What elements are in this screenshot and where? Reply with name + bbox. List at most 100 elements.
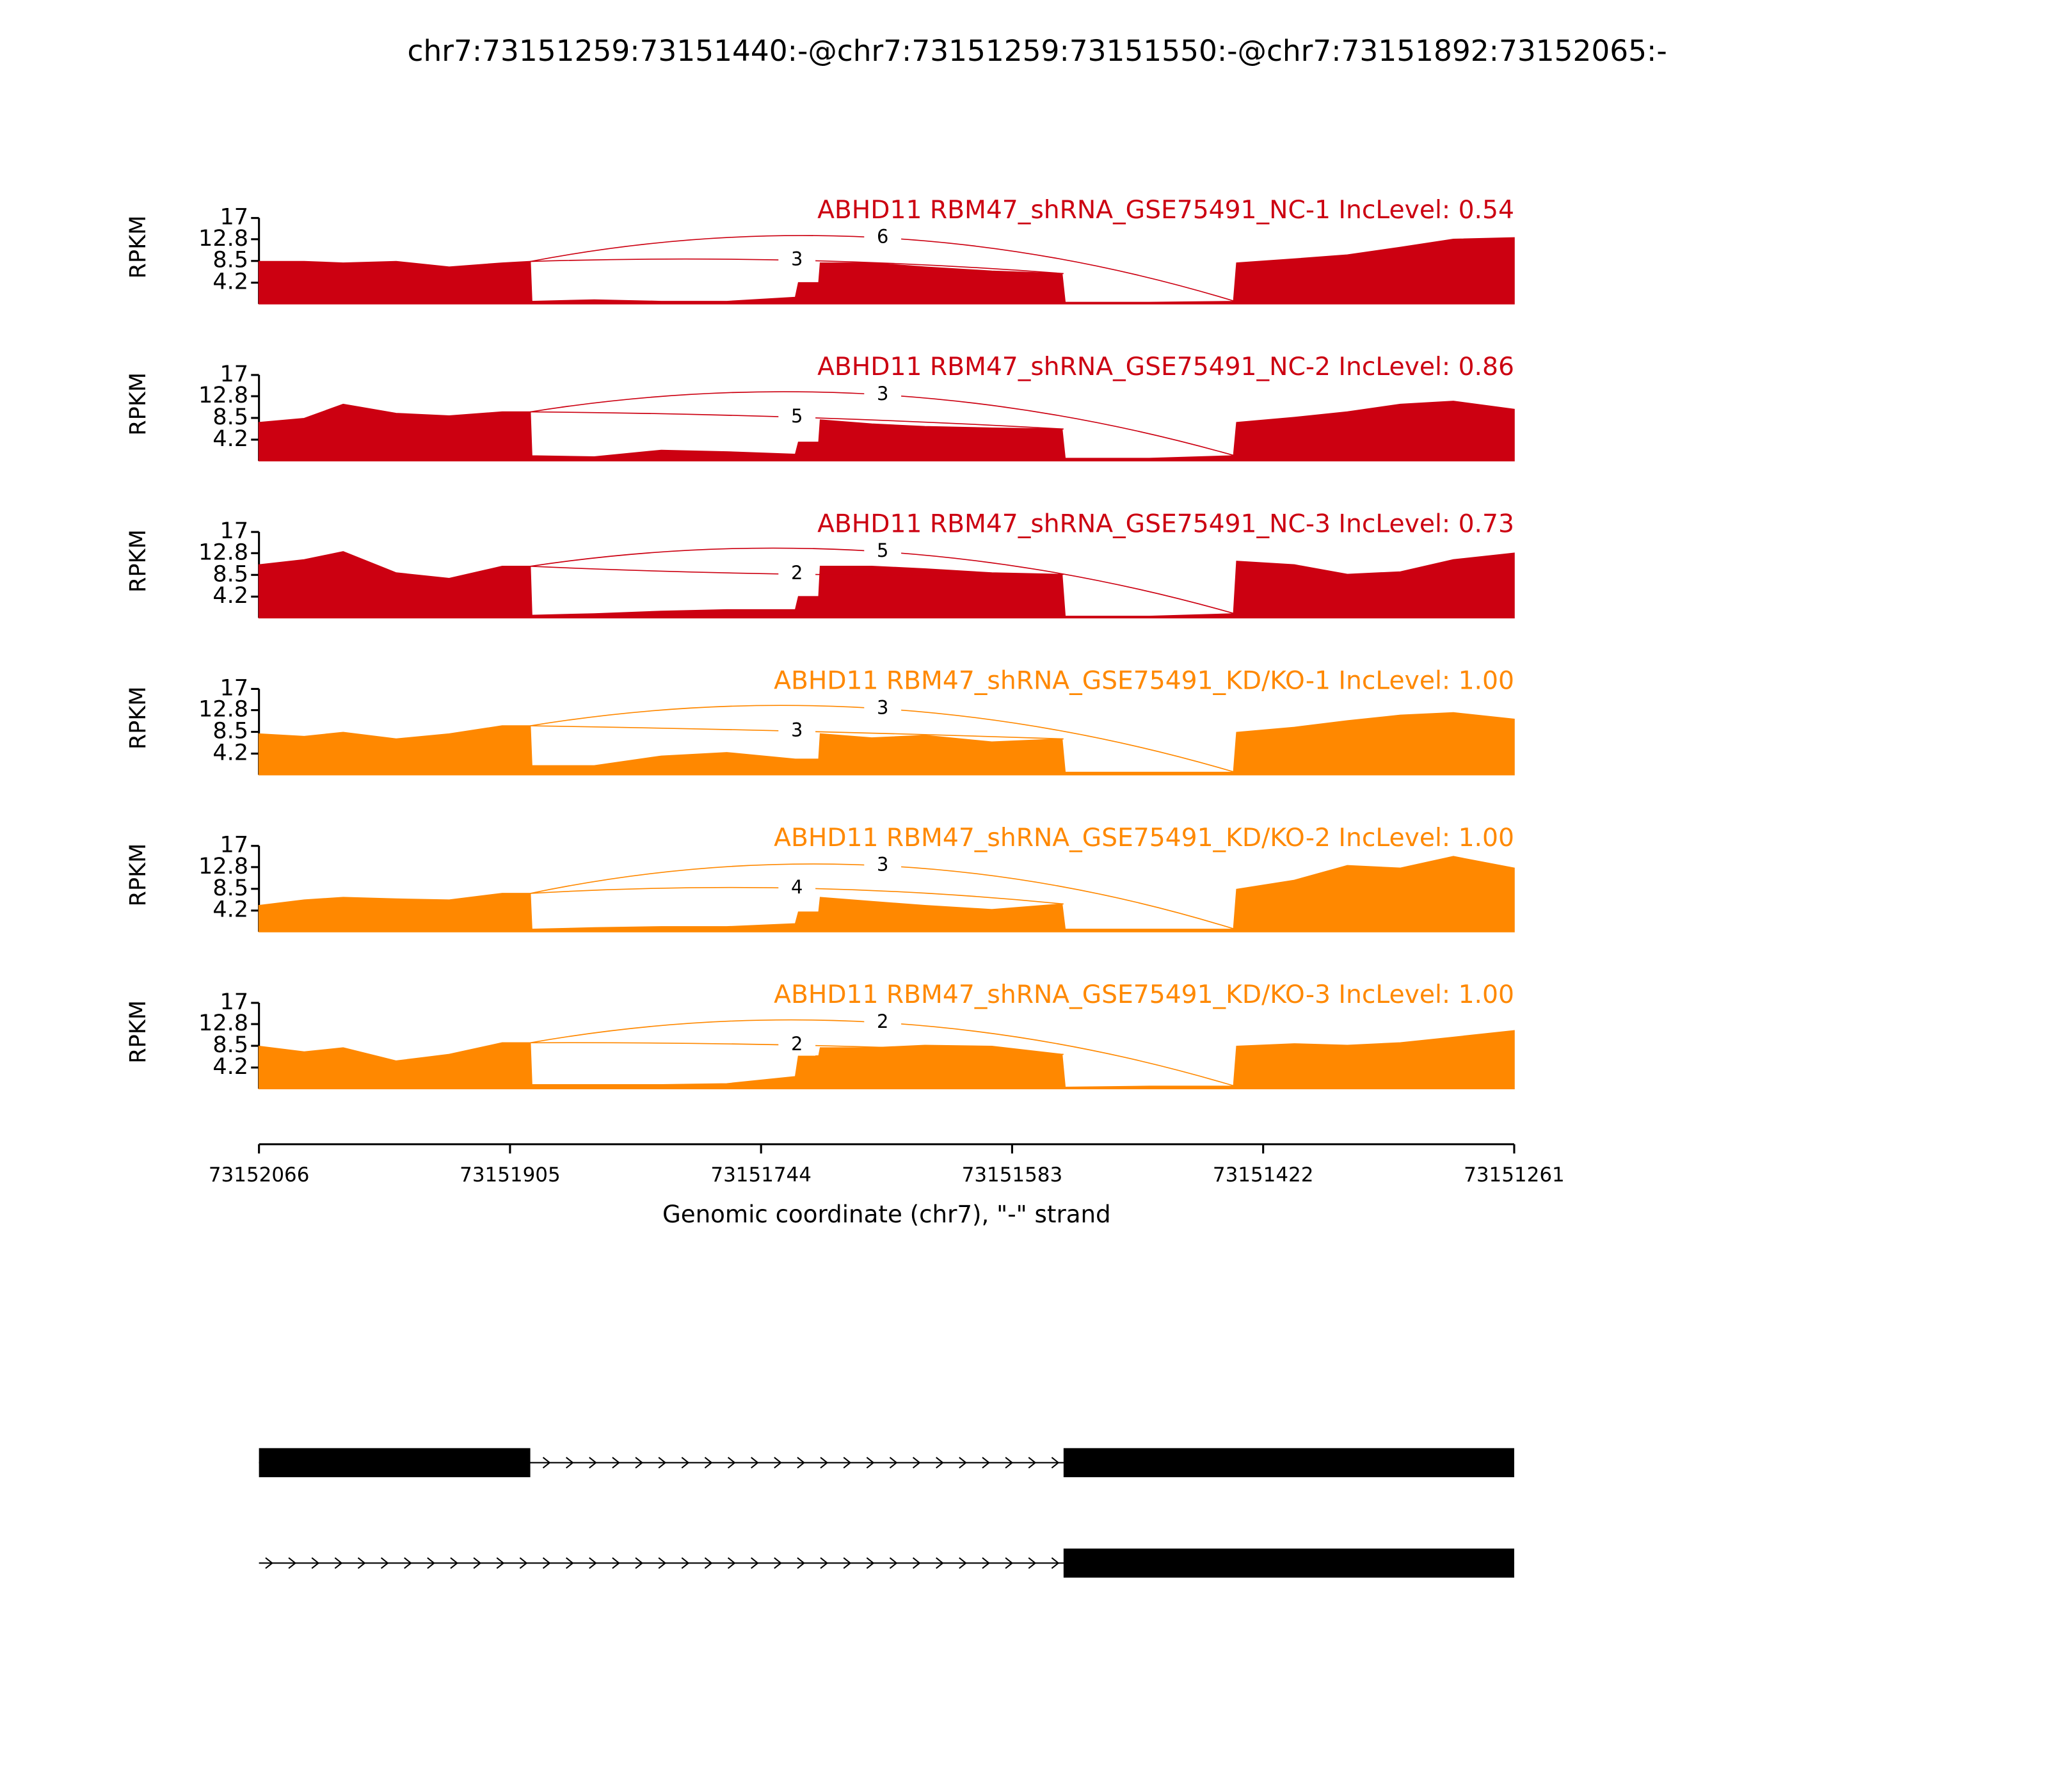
strand-chevron — [727, 1457, 736, 1469]
junction-count: 2 — [877, 1011, 888, 1032]
strand-chevron — [612, 1457, 620, 1469]
y-tick-label: 4.2 — [212, 269, 248, 295]
junction-label-bg — [778, 406, 816, 428]
junction-label-bg — [864, 1012, 902, 1034]
y-tick-label: 8.5 — [212, 875, 248, 901]
strand-chevron — [866, 1457, 875, 1469]
y-tick-label: 12.8 — [198, 539, 248, 565]
y-axis-label: RPKM — [125, 1000, 151, 1064]
track-title: ABHD11 RBM47_shRNA_GSE75491_NC-2 IncLeve… — [817, 353, 1514, 381]
strand-chevron — [774, 1557, 782, 1569]
junction-count: 2 — [791, 1033, 803, 1055]
strand-chevron — [866, 1557, 875, 1569]
strand-chevron — [658, 1557, 667, 1569]
strand-chevron — [380, 1557, 389, 1569]
track-title: ABHD11 RBM47_shRNA_GSE75491_KD/KO-3 IncL… — [774, 980, 1514, 1009]
y-tick-label: 4.2 — [212, 739, 248, 765]
strand-chevron — [1028, 1457, 1037, 1469]
strand-chevron — [912, 1457, 921, 1469]
x-tick-label: 73151583 — [962, 1164, 1063, 1187]
junction-label-bg — [778, 877, 816, 899]
strand-chevron — [912, 1557, 921, 1569]
strand-chevron — [658, 1457, 667, 1469]
strand-chevron — [566, 1557, 574, 1569]
strand-chevron — [936, 1457, 944, 1469]
strand-chevron — [959, 1557, 967, 1569]
y-tick-label: 17 — [220, 675, 248, 701]
y-tick-label: 17 — [220, 832, 248, 858]
exon — [259, 1448, 531, 1478]
strand-chevron — [265, 1557, 273, 1569]
junction-count: 5 — [791, 405, 803, 427]
junction-count: 4 — [791, 876, 803, 898]
junction-count: 6 — [877, 226, 888, 248]
strand-chevron — [612, 1557, 620, 1569]
track-title: ABHD11 RBM47_shRNA_GSE75491_KD/KO-1 IncL… — [774, 667, 1514, 696]
y-axis-label: RPKM — [125, 686, 151, 749]
y-tick-label: 8.5 — [212, 561, 248, 587]
strand-chevron — [542, 1457, 551, 1469]
track-title: ABHD11 RBM47_shRNA_GSE75491_NC-3 IncLeve… — [817, 509, 1514, 538]
junction-count: 3 — [877, 696, 888, 718]
strand-chevron — [820, 1557, 829, 1569]
y-axis-label: RPKM — [125, 844, 151, 907]
coverage-area — [258, 551, 1515, 619]
junction-label-bg — [778, 563, 816, 585]
strand-chevron — [982, 1557, 990, 1569]
y-tick-label: 17 — [220, 989, 248, 1015]
coverage-area — [258, 1030, 1515, 1089]
strand-chevron — [889, 1457, 898, 1469]
x-tick-label: 73151261 — [1464, 1164, 1565, 1187]
strand-chevron — [496, 1557, 505, 1569]
junction-label-bg — [864, 227, 902, 249]
strand-chevron — [959, 1457, 967, 1469]
y-axis-label: RPKM — [125, 372, 151, 436]
strand-chevron — [704, 1557, 713, 1569]
x-tick-label: 73151422 — [1213, 1164, 1314, 1187]
strand-chevron — [288, 1557, 297, 1569]
strand-chevron — [889, 1557, 898, 1569]
y-tick-label: 12.8 — [198, 696, 248, 723]
strand-chevron — [311, 1557, 320, 1569]
y-tick-label: 4.2 — [212, 426, 248, 452]
y-axis-label: RPKM — [125, 216, 151, 279]
strand-chevron — [681, 1457, 690, 1469]
y-axis-label: RPKM — [125, 529, 151, 593]
strand-chevron — [635, 1457, 644, 1469]
junction-label-bg — [864, 698, 902, 719]
strand-chevron — [542, 1557, 551, 1569]
strand-chevron — [635, 1557, 644, 1569]
junction-count: 3 — [791, 248, 803, 270]
figure-title: chr7:73151259:73151440:-@chr7:73151259:7… — [408, 34, 1667, 68]
x-axis-label: Genomic coordinate (chr7), "-" strand — [662, 1201, 1111, 1228]
junction-count: 3 — [877, 383, 888, 404]
y-tick-label: 4.2 — [212, 1053, 248, 1080]
strand-chevron — [357, 1557, 366, 1569]
y-tick-label: 17 — [220, 204, 248, 230]
junction-label-bg — [778, 1034, 816, 1056]
junction-count: 5 — [877, 540, 888, 561]
strand-chevron — [1051, 1457, 1060, 1469]
strand-chevron — [797, 1457, 805, 1469]
junction-label-bg — [864, 541, 902, 563]
strand-chevron — [566, 1457, 574, 1469]
junction-count: 3 — [791, 719, 803, 741]
track-title: ABHD11 RBM47_shRNA_GSE75491_NC-1 IncLeve… — [817, 196, 1514, 225]
y-tick-label: 12.8 — [198, 382, 248, 408]
y-tick-label: 12.8 — [198, 225, 248, 252]
strand-chevron — [1005, 1557, 1014, 1569]
y-tick-label: 17 — [220, 518, 248, 544]
strand-chevron — [982, 1457, 990, 1469]
strand-chevron — [334, 1557, 343, 1569]
strand-chevron — [589, 1457, 597, 1469]
strand-chevron — [450, 1557, 458, 1569]
y-tick-label: 8.5 — [212, 247, 248, 273]
strand-chevron — [1028, 1557, 1037, 1569]
strand-chevron — [589, 1557, 597, 1569]
junction-label-bg — [864, 855, 902, 877]
strand-chevron — [820, 1457, 829, 1469]
strand-chevron — [519, 1557, 528, 1569]
y-tick-label: 8.5 — [212, 718, 248, 744]
track-title: ABHD11 RBM47_shRNA_GSE75491_KD/KO-2 IncL… — [774, 824, 1514, 852]
